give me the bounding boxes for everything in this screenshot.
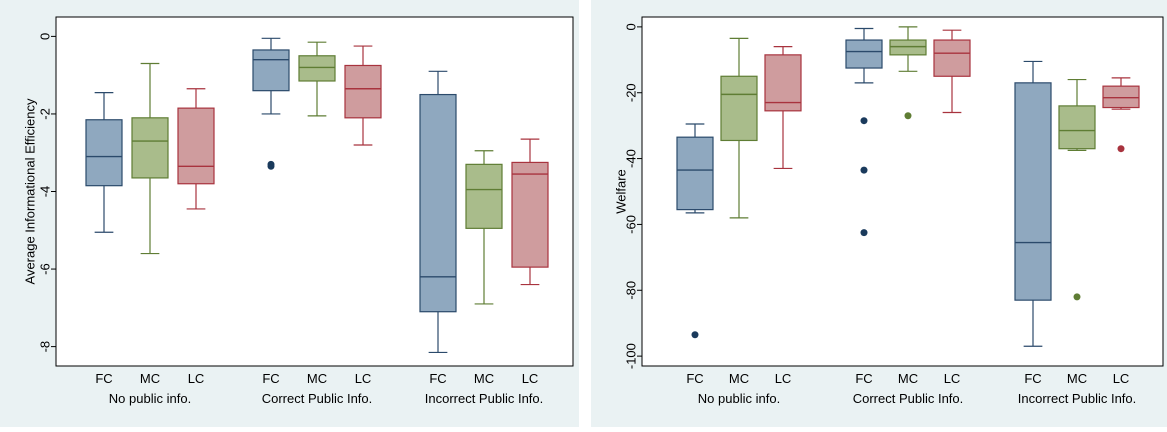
- iqr-box: [764, 54, 802, 112]
- x-group-label: Incorrect Public Info.: [425, 391, 544, 406]
- box-lc-group-1: [344, 45, 382, 146]
- box-mc-group-0: [720, 37, 758, 219]
- x-group-label: Incorrect Public Info.: [1018, 391, 1137, 406]
- box-fc-group-1: [252, 37, 290, 170]
- x-category-label: MC: [729, 371, 749, 386]
- y-tick-label: -8: [38, 341, 53, 353]
- x-category-label: MC: [307, 371, 327, 386]
- efficiency-chart-panel: 0 -2 -4 -6 -8 Average Informational Efficienc…: [0, 0, 579, 427]
- x-category-label: LC: [775, 371, 792, 386]
- iqr-box: [933, 39, 971, 77]
- iqr-box: [344, 64, 382, 119]
- y-tick-label: -20: [624, 83, 639, 102]
- iqr-box: [177, 107, 215, 185]
- x-group-label: Correct Public Info.: [262, 391, 373, 406]
- box-lc-group-0: [177, 88, 215, 210]
- x-category-label: MC: [1067, 371, 1087, 386]
- box-fc-group-0: [85, 92, 123, 233]
- outlier-point: [860, 229, 868, 237]
- box-mc-group-0: [131, 62, 169, 255]
- iqr-box: [1058, 105, 1096, 150]
- box-fc-group-0: [676, 123, 714, 339]
- x-group-label: No public info.: [698, 391, 780, 406]
- iqr-box: [511, 161, 549, 268]
- x-category-label: FC: [686, 371, 703, 386]
- y-axis-title: Welfare: [614, 169, 629, 214]
- y-tick-label: -60: [624, 215, 639, 234]
- x-group-label: Correct Public Info.: [853, 391, 964, 406]
- iqr-box: [889, 39, 927, 56]
- y-tick-label: -2: [38, 108, 53, 120]
- iqr-box: [85, 119, 123, 187]
- box-lc-group-1: [933, 29, 971, 114]
- efficiency-box-plot: 0 -2 -4 -6 -8 Average Informational Efficienc…: [0, 0, 579, 427]
- iqr-box: [465, 163, 503, 229]
- outlier-point: [904, 112, 912, 120]
- box-lc-group-2: [511, 138, 549, 286]
- x-category-label: LC: [355, 371, 372, 386]
- iqr-box: [1102, 85, 1140, 109]
- x-category-label: LC: [188, 371, 205, 386]
- box-fc-group-1: [845, 27, 883, 237]
- iqr-box: [131, 117, 169, 179]
- outlier-point: [691, 331, 699, 339]
- iqr-box: [298, 55, 336, 82]
- outlier-point: [860, 117, 868, 125]
- box-lc-group-0: [764, 46, 802, 170]
- box-mc-group-2: [465, 150, 503, 305]
- y-tick-label: 0: [624, 23, 639, 30]
- x-category-label: LC: [1113, 371, 1130, 386]
- y-tick-label: -6: [38, 263, 53, 275]
- box-fc-group-2: [1014, 60, 1052, 347]
- outlier-point: [1117, 145, 1125, 153]
- outlier-point: [1073, 293, 1081, 301]
- x-category-label: MC: [140, 371, 160, 386]
- iqr-box: [419, 93, 457, 313]
- x-category-label: FC: [1024, 371, 1041, 386]
- y-axis-title: Average Informational Efficiency: [23, 98, 38, 284]
- x-category-label: FC: [429, 371, 446, 386]
- y-tick-label: -100: [624, 343, 639, 369]
- iqr-box: [845, 39, 883, 69]
- x-category-label: LC: [944, 371, 961, 386]
- box-fc-group-2: [419, 70, 457, 354]
- box-mc-group-1: [298, 41, 336, 117]
- y-tick-label: -4: [38, 186, 53, 198]
- plot-area: [641, 16, 1164, 367]
- x-category-label: FC: [855, 371, 872, 386]
- iqr-box: [720, 75, 758, 142]
- iqr-box: [1014, 82, 1052, 301]
- x-category-label: LC: [522, 371, 539, 386]
- welfare-chart-panel: 0 -20 -40 -60 -80 -100 Welfare FC MC LC FC MC LC FC MC…: [591, 0, 1167, 427]
- y-tick-label: -80: [624, 281, 639, 300]
- x-category-label: MC: [898, 371, 918, 386]
- x-category-label: FC: [95, 371, 112, 386]
- y-tick-label: 0: [38, 33, 53, 40]
- box-mc-group-2: [1058, 78, 1096, 301]
- iqr-box: [252, 49, 290, 92]
- box-mc-group-1: [889, 26, 927, 120]
- box-lc-group-2: [1102, 77, 1140, 153]
- x-group-label: No public info.: [109, 391, 191, 406]
- x-category-label: MC: [474, 371, 494, 386]
- welfare-box-plot: 0 -20 -40 -60 -80 -100 Welfare FC MC LC FC MC LC FC MC…: [591, 0, 1167, 427]
- y-tick-label: -40: [624, 149, 639, 168]
- x-category-label: FC: [262, 371, 279, 386]
- outlier-point: [267, 162, 275, 170]
- iqr-box: [676, 136, 714, 211]
- outlier-point: [860, 166, 868, 174]
